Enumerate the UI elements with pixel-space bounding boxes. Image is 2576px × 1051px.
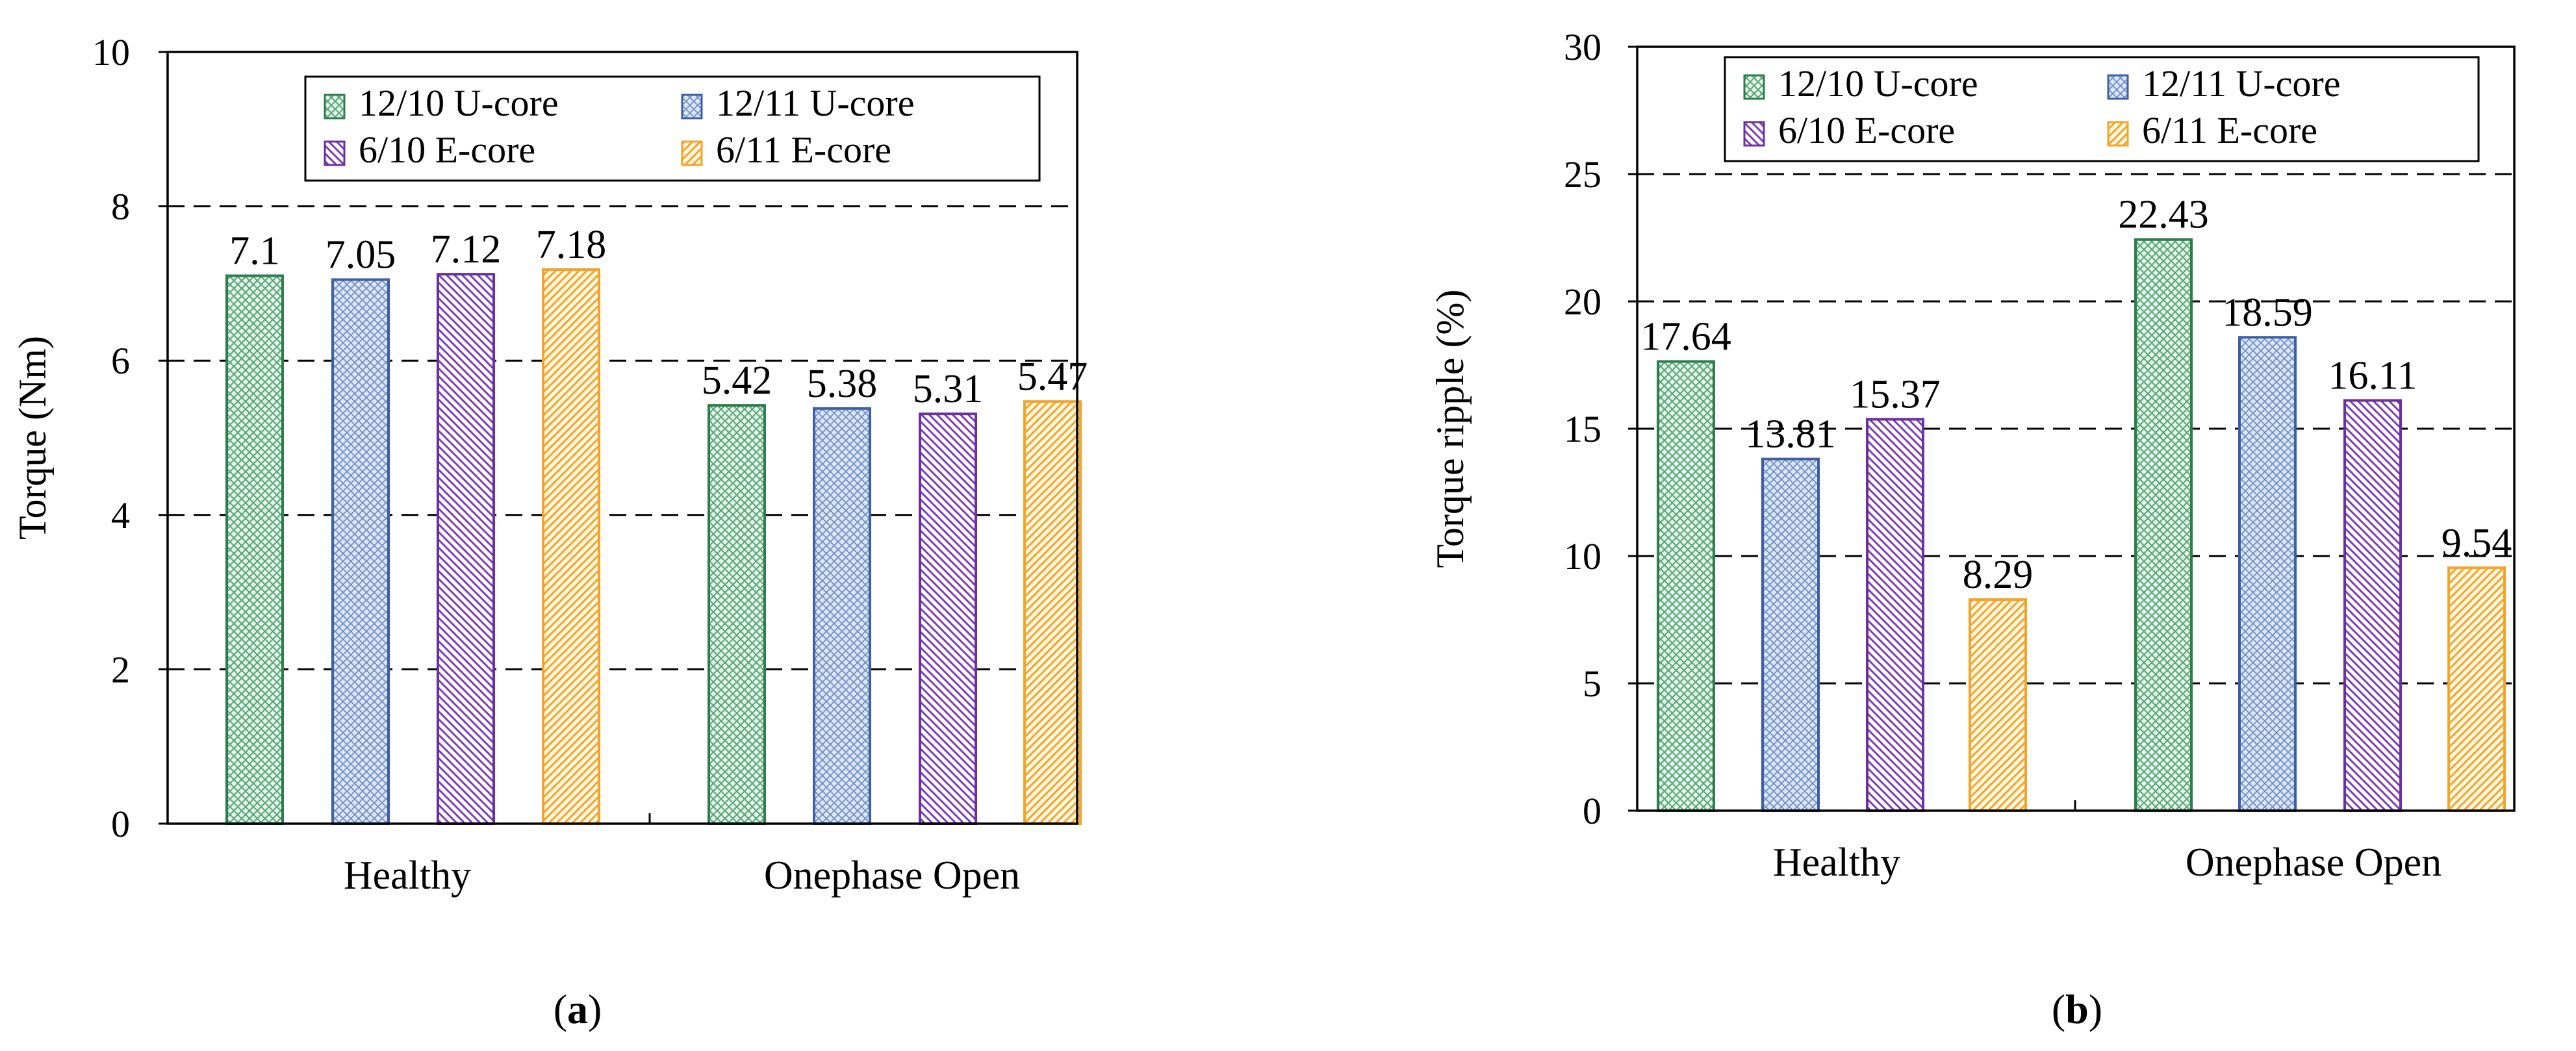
legend-entry: 6/11 E-core <box>2142 109 2317 151</box>
bar <box>437 273 495 826</box>
legend-swatch <box>2107 121 2129 147</box>
y-tick-label: 10 <box>92 31 130 73</box>
data-label: 9.54 <box>2442 521 2512 565</box>
panel-a-caption: (a) <box>554 986 602 1032</box>
legend-swatch <box>324 94 346 120</box>
data-label: 5.47 <box>1017 355 1088 399</box>
y-tick-label: 30 <box>1564 26 1601 68</box>
y-tick-label: 0 <box>111 803 130 845</box>
legend-swatch <box>1743 121 1765 147</box>
bar <box>1866 418 1924 812</box>
data-label: 15.37 <box>1850 372 1941 416</box>
legend-swatch <box>1743 74 1765 100</box>
legend-entry: 6/11 E-core <box>716 129 891 171</box>
bar <box>2134 238 2193 812</box>
legend-box <box>304 75 1041 182</box>
bar <box>2343 399 2402 812</box>
y-axis-label: Torque (Nm) <box>11 336 54 540</box>
x-category-label: Onephase Open <box>2186 841 2442 885</box>
data-label: 5.31 <box>913 367 984 411</box>
y-tick-label: 8 <box>111 186 130 228</box>
data-label: 7.1 <box>229 229 280 273</box>
y-tick-label: 2 <box>111 648 130 690</box>
legend-swatch <box>324 140 346 166</box>
data-label: 5.42 <box>702 359 772 403</box>
legend-swatch <box>681 94 703 120</box>
bar <box>542 268 600 825</box>
legend-swatch <box>681 140 703 166</box>
y-tick-label: 10 <box>1564 535 1601 577</box>
legend-box <box>1724 56 2480 162</box>
legend-entry: 12/10 U-core <box>359 82 559 124</box>
y-tick-label: 0 <box>1583 790 1601 832</box>
y-tick-label: 25 <box>1564 153 1601 196</box>
data-label: 8.29 <box>1963 553 2034 597</box>
bar <box>919 412 977 825</box>
bar <box>813 407 871 825</box>
chart-panel-a: 0 2 4 6 8 10 7.1 5.42 7.05 5.38 7.12 5.31 7.18 5.47 He… <box>11 31 1088 898</box>
data-label: 7.05 <box>325 233 396 277</box>
bar <box>1969 598 2027 812</box>
data-label: 16.11 <box>2328 353 2417 398</box>
panel-b-caption: (b) <box>2052 986 2102 1032</box>
data-label: 22.43 <box>2118 193 2209 237</box>
y-tick-label: 15 <box>1564 408 1601 450</box>
bar <box>2447 566 2506 812</box>
bar <box>1657 360 1715 812</box>
legend-entry: 12/11 U-core <box>2142 62 2340 105</box>
y-tick-label: 6 <box>111 340 130 382</box>
data-label: 18.59 <box>2222 290 2313 335</box>
legend-entry: 6/10 E-core <box>1778 109 1955 151</box>
y-tick-label: 20 <box>1564 281 1601 323</box>
y-tick-label: 5 <box>1583 663 1601 705</box>
x-category-label: Healthy <box>1773 841 1900 885</box>
bar <box>225 274 284 825</box>
legend-entry: 12/10 U-core <box>1778 62 1978 105</box>
bar <box>331 278 390 825</box>
plot-frame <box>166 51 1078 825</box>
legend-entry: 12/11 U-core <box>716 82 914 124</box>
y-tick-label: 4 <box>111 494 130 537</box>
legend-entry: 6/10 E-core <box>359 129 535 171</box>
x-category-label: Healthy <box>344 854 471 898</box>
bar <box>1023 400 1082 825</box>
data-label: 13.81 <box>1745 412 1836 457</box>
chart-panel-b: 0 5 10 15 20 25 30 17.64 22.43 13.81 18.59 15.37 16.… <box>1429 26 2516 885</box>
legend-swatch <box>2107 74 2129 100</box>
bar <box>2238 336 2297 812</box>
x-category-label: Onephase Open <box>764 854 1020 898</box>
data-label: 7.18 <box>536 223 607 267</box>
data-label: 5.38 <box>807 362 878 406</box>
data-label: 17.64 <box>1640 315 1731 359</box>
y-axis-label: Torque ripple (%) <box>1429 290 1472 568</box>
data-label: 7.12 <box>431 227 502 272</box>
bar <box>1761 457 1820 812</box>
bar <box>708 404 766 825</box>
